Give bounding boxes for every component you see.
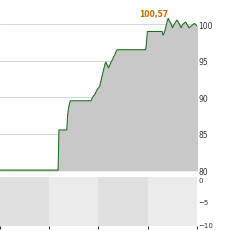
Text: 100,57: 100,57	[139, 10, 168, 19]
Bar	[98, 178, 148, 226]
Bar	[148, 178, 197, 226]
Bar	[0, 178, 49, 226]
Bar	[49, 178, 98, 226]
